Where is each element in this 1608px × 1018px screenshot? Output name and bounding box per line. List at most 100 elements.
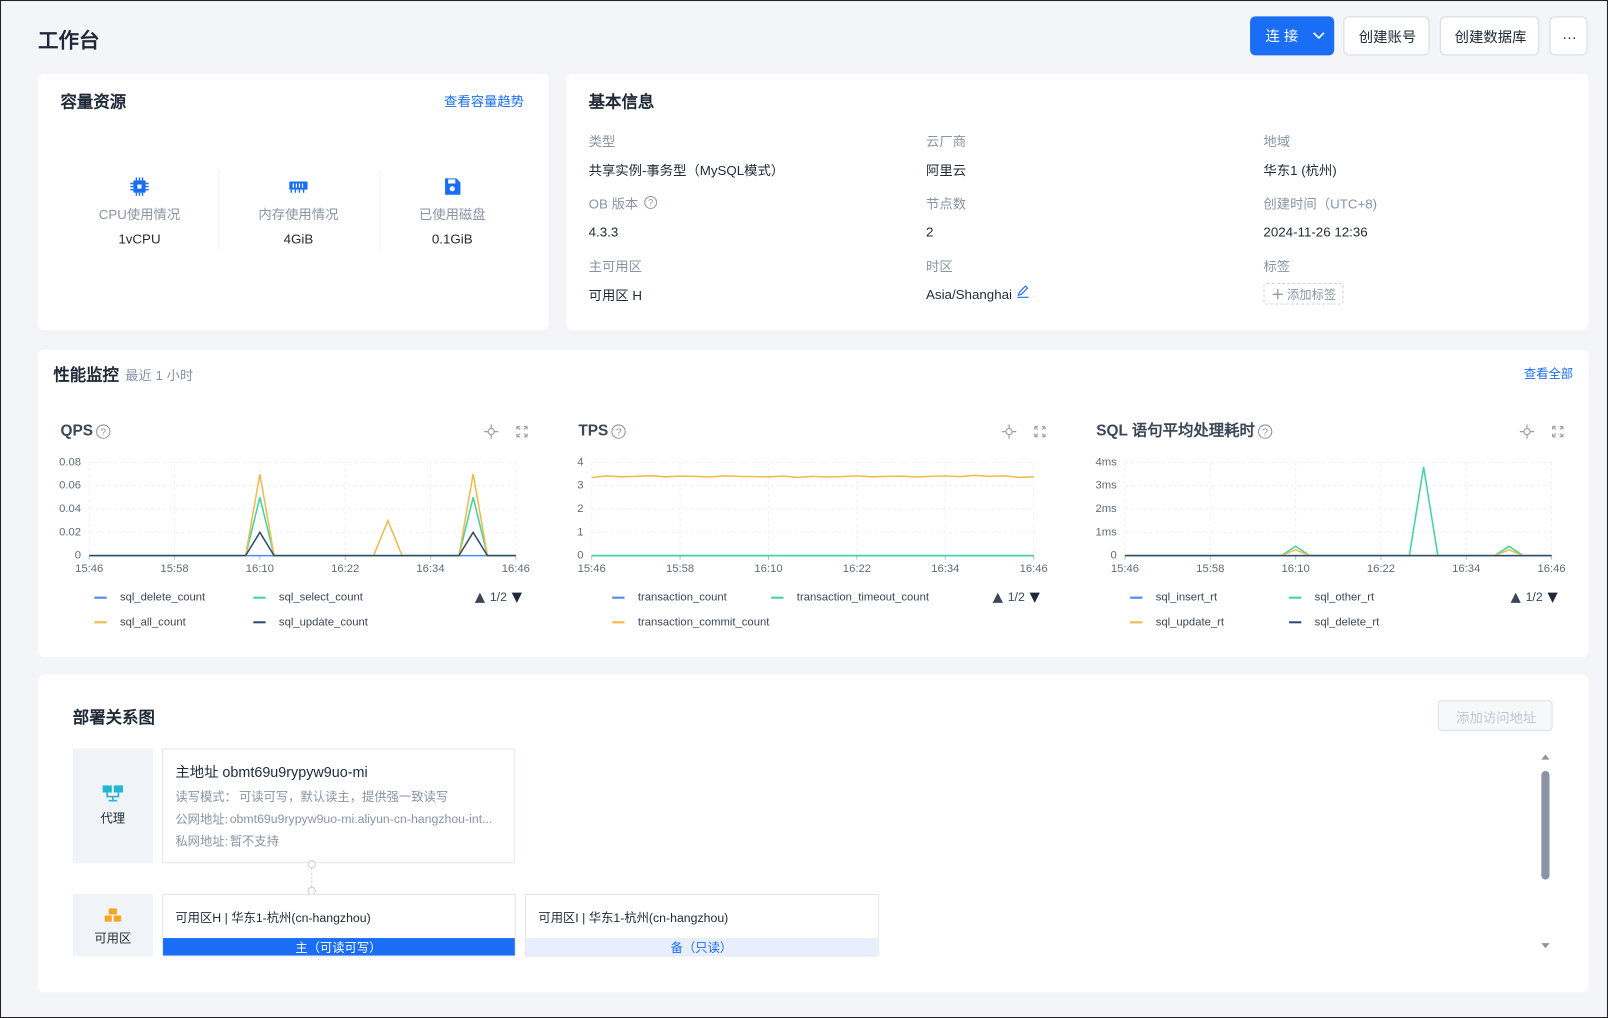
capacity-label: 内存使用情况 (258, 206, 339, 222)
y-tick-label: 0 (577, 550, 583, 562)
link[interactable]: 查看容量趋势 (444, 93, 525, 110)
section-title: 部署关系图 (72, 709, 155, 727)
link[interactable]: 查看全部 (1523, 366, 1574, 381)
chart-tools (484, 424, 528, 439)
zone-name: 可用区I | 华东1-杭州(cn-hangzhou) (538, 910, 729, 926)
connect-button[interactable]: 连 接 (1250, 16, 1335, 56)
card-title: 基本信息 (588, 94, 655, 112)
deploy-card: 部署关系图 添加访问地址代理 主地址 obmt69u9rypyw9uo-mi 读写模式… (37, 674, 1589, 993)
series-line (89, 530, 516, 557)
section-subtitle: 最近 1 小时 (125, 367, 194, 383)
proxy-label: 代理 (100, 811, 126, 826)
x-tick-label: 15:58 (666, 563, 694, 575)
add-address-button[interactable]: 添加访问地址 (1437, 700, 1553, 731)
chart-title: TPS (578, 423, 608, 440)
x-tick-label: 16:46 (502, 563, 530, 575)
zone-box: 可用区H | 华东1-杭州(cn-hangzhou) 主（可读可写） (162, 893, 516, 957)
pager-prev (992, 592, 1003, 603)
capacity-value: 0.1GiB (431, 231, 473, 247)
button-label: 创建账号 (1358, 28, 1417, 46)
legend-label: sql_delete_rt (1315, 616, 1380, 628)
button-label: 创建数据库 (1454, 28, 1527, 46)
x-tick-label: 16:46 (1020, 563, 1048, 575)
legend-label: sql_update_rt (1156, 616, 1225, 628)
address-value: obmt69u9rypyw9uo-mi.aliyun-cn-hangzhou-i… (229, 811, 493, 826)
x-tick-label: 16:10 (246, 563, 274, 575)
basic-info-card: 基本信息 类型 共享实例-事务型（MySQL模式） 云厂商 阿里云 地域 华东1 (杭州) O… (566, 73, 1589, 331)
chart: SQL 语句平均处理耗时 ? 0 1ms 2ms 3ms 4ms 15:46 15:58 16:1… (1095, 421, 1565, 629)
add-tag-label: 添加标签 (1287, 287, 1337, 302)
y-tick-label: 2 (577, 503, 583, 515)
button[interactable]: 创建账号 (1343, 16, 1430, 56)
capacity-icon (289, 181, 308, 193)
connector (307, 860, 316, 895)
x-tick-label: 16:22 (843, 563, 871, 575)
zone-box: 可用区I | 华东1-杭州(cn-hangzhou) 备（只读） (525, 893, 879, 957)
help-glyph: ? (100, 427, 106, 438)
proxy-box: 代理 (72, 748, 153, 864)
divider (379, 170, 381, 250)
add-tag-button[interactable]: 添加标签 (1263, 282, 1344, 305)
plus-icon (1272, 289, 1283, 300)
proxy-icon (102, 785, 124, 802)
series-line (1124, 548, 1552, 557)
main-address-box: 主地址 obmt69u9rypyw9uo-mi 读写模式： 可读可写，默认读主，提供… (162, 748, 515, 864)
x-tick-label: 16:22 (331, 563, 359, 575)
scrollbar (1541, 754, 1550, 949)
help-icon: ? (644, 196, 658, 209)
section-title: 性能监控 (53, 367, 119, 385)
legend-label: sql_other_rt (1315, 592, 1375, 604)
chart-title: QPS (61, 423, 93, 440)
series-line (1124, 466, 1552, 557)
pager-label: 1/2 (1008, 590, 1025, 604)
legend-label: sql_all_count (120, 616, 187, 628)
field-label: 标签 (1263, 258, 1291, 275)
pager-next (511, 592, 522, 603)
x-tick-label: 16:10 (754, 563, 782, 575)
capacity-icon (445, 178, 461, 195)
legend-label: sql_delete_count (120, 592, 206, 604)
edit-icon (1017, 285, 1029, 298)
x-tick-label: 15:46 (578, 563, 606, 575)
address-label: 私网地址: (175, 834, 229, 849)
field-value: 共享实例-事务型（MySQL模式） (588, 162, 785, 178)
button-label: ··· (1562, 28, 1577, 46)
pager-label: 1/2 (490, 590, 507, 604)
button[interactable]: 创建数据库 (1439, 16, 1540, 56)
field-value: 可用区 H (588, 287, 642, 303)
x-tick-label: 16:34 (1452, 563, 1480, 575)
pager-next (1029, 592, 1040, 603)
y-tick-label: 1ms (1095, 526, 1117, 538)
series-line (89, 473, 516, 557)
chart-tools (1519, 424, 1564, 439)
field-value: Asia/Shanghai (926, 286, 1013, 302)
legend-label: transaction_count (638, 592, 728, 604)
y-tick-label: 0 (1111, 550, 1117, 562)
y-tick-label: 4ms (1095, 456, 1117, 468)
help-glyph: ? (616, 427, 622, 438)
card-title: 容量资源 (60, 94, 127, 112)
x-tick-label: 16:34 (931, 563, 959, 575)
monitor-card: 性能监控 最近 1 小时 查看全部 (37, 349, 1589, 658)
zone-role-bar: 备（只读） (526, 938, 878, 956)
pager-prev (1510, 592, 1521, 603)
zone-label: 可用区 (94, 931, 132, 946)
button[interactable]: ··· (1549, 16, 1588, 56)
chart-tools (1001, 424, 1046, 439)
series-line (591, 474, 1034, 479)
field-label: 主可用区 (588, 258, 642, 275)
y-tick-label: 1 (577, 526, 583, 538)
main-address-title: 主地址 obmt69u9rypyw9uo-mi (175, 763, 368, 781)
page-title: 工作台 (37, 30, 100, 53)
y-tick-label: 3 (577, 480, 583, 492)
chart-title: SQL 语句平均处理耗时 (1096, 421, 1255, 440)
zone-label-box: 可用区 (72, 893, 153, 957)
legend-label: sql_update_count (279, 616, 369, 628)
zone-name: 可用区H | 华东1-杭州(cn-hangzhou) (175, 910, 371, 926)
pager-label: 1/2 (1526, 590, 1543, 604)
x-tick-label: 16:22 (1367, 563, 1395, 575)
pager-prev (474, 592, 486, 603)
y-tick-label: 2ms (1095, 503, 1117, 515)
chart: TPS ? 0 1 2 3 4 15:46 15:58 16:10 16:22 16:34 16:46 t… (577, 423, 1048, 629)
field-label: 节点数 (926, 196, 967, 212)
